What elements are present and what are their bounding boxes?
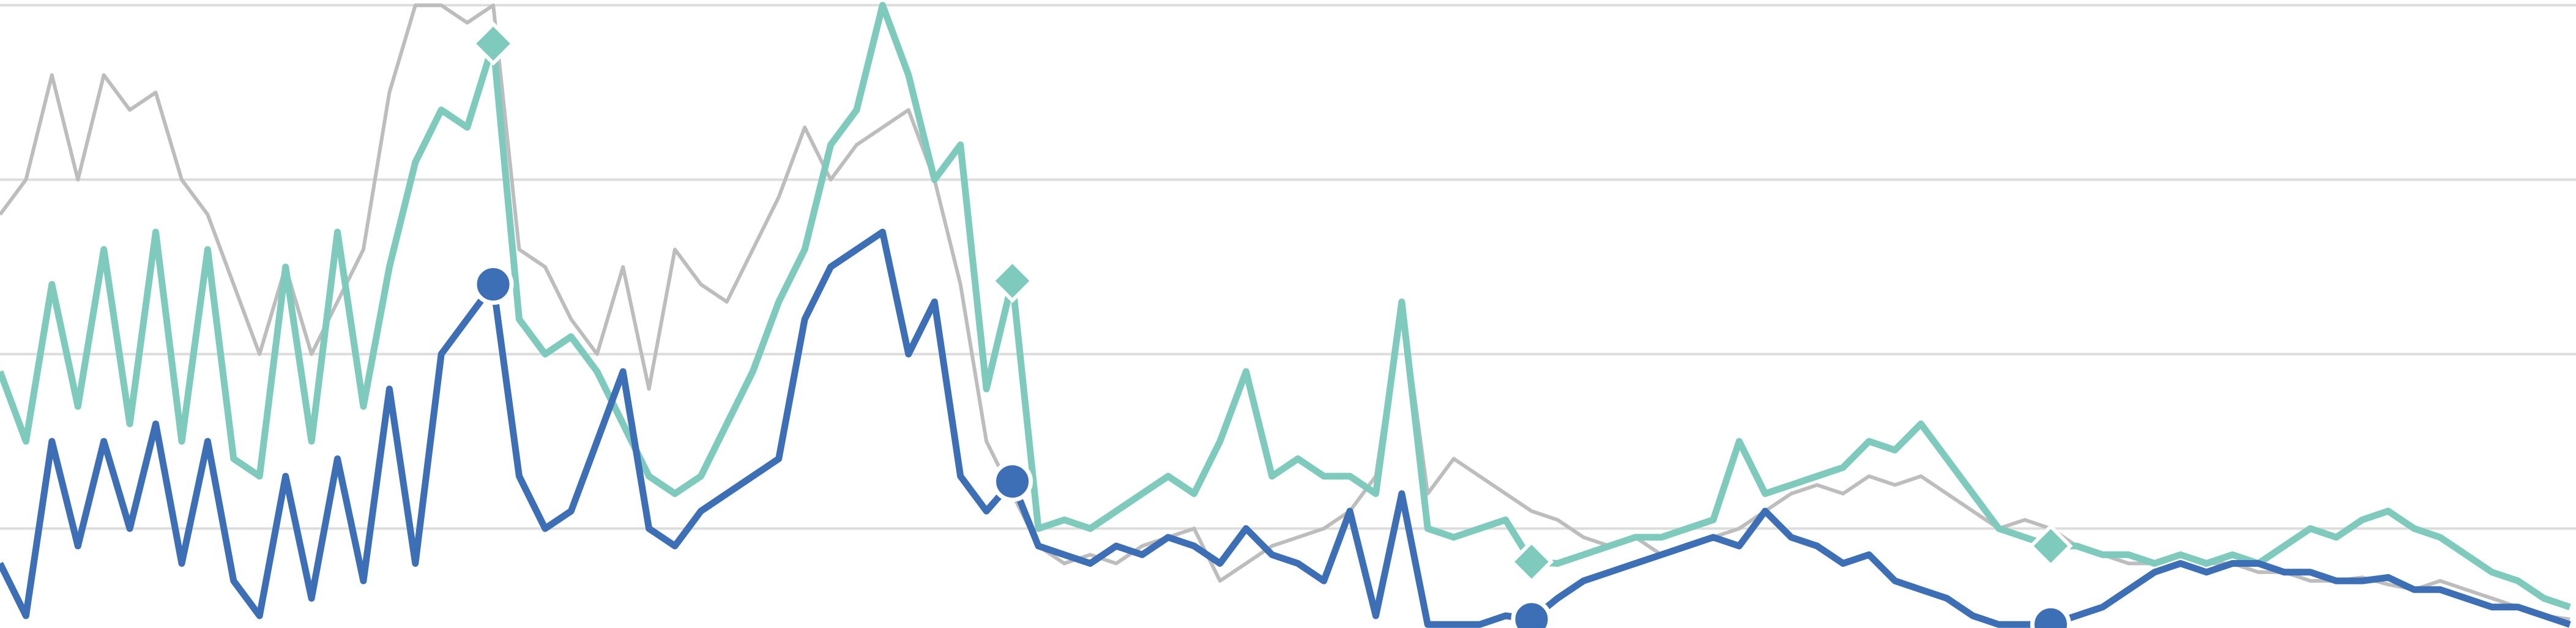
marker	[990, 258, 1035, 304]
marker	[1509, 539, 1554, 584]
marker	[1511, 599, 1552, 628]
marker	[992, 461, 1033, 503]
series-line	[0, 3, 2570, 621]
series-line	[0, 228, 2571, 628]
marker	[472, 264, 514, 305]
series-line	[0, 2, 2571, 611]
marker	[2030, 604, 2072, 628]
marker	[2028, 523, 2073, 569]
marker	[471, 21, 516, 66]
